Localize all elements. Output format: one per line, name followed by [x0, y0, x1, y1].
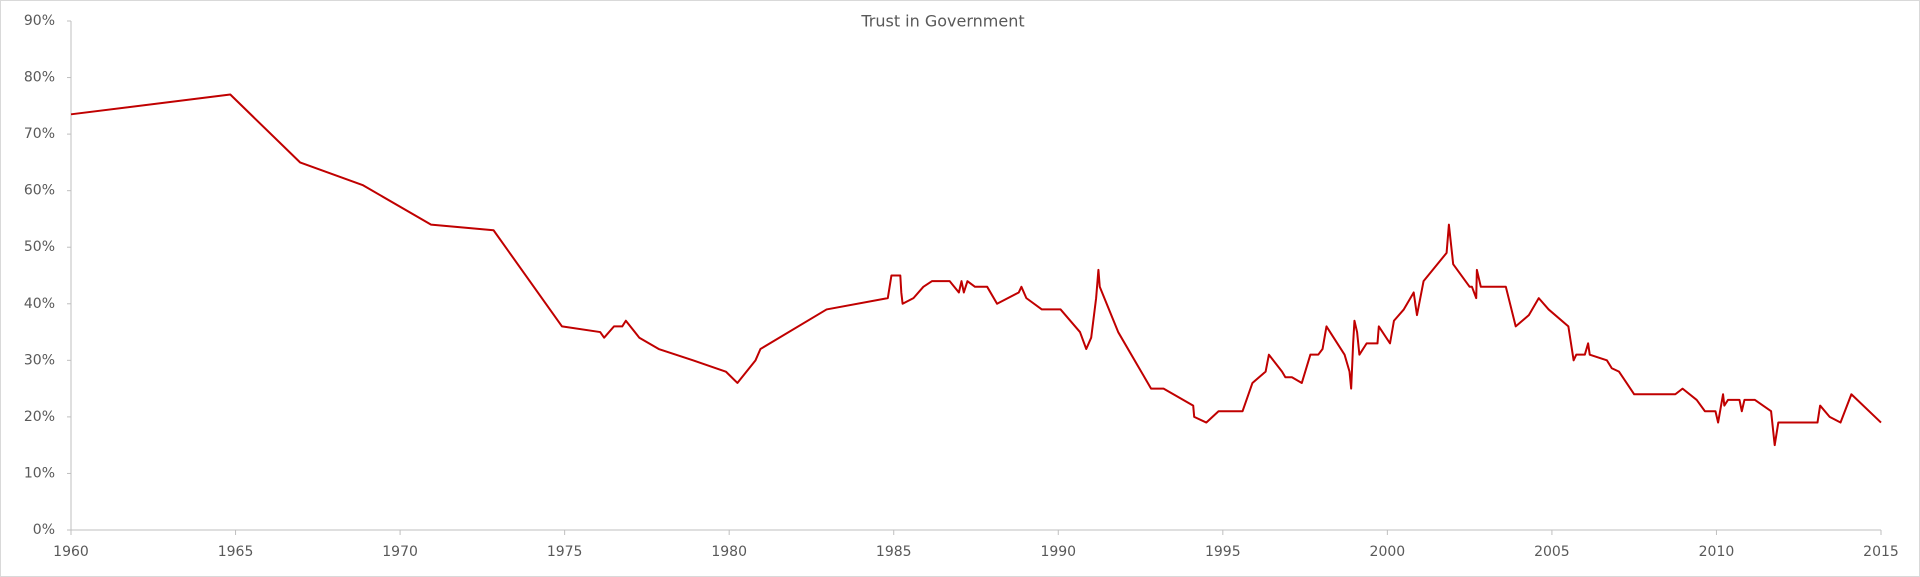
y-tick-label: 30%: [24, 352, 55, 368]
y-tick-label: 50%: [24, 239, 55, 255]
y-tick-label: 90%: [24, 13, 55, 29]
x-tick-label: 2000: [1370, 544, 1406, 560]
x-tick-label: 1995: [1205, 544, 1241, 560]
x-tick-label: 1965: [218, 544, 254, 560]
data-line: [70, 93, 1882, 447]
y-tick-label: 40%: [24, 296, 55, 312]
x-tick-label: 1970: [382, 544, 418, 560]
x-tick-label: 1985: [876, 544, 912, 560]
x-tick-label: 1960: [53, 544, 89, 560]
y-tick-label: 60%: [24, 183, 55, 199]
x-tick-label: 1990: [1040, 544, 1076, 560]
x-tick-label: 1980: [711, 544, 747, 560]
chart-title: Trust in Government: [860, 12, 1024, 31]
y-tick-label: 10%: [24, 465, 55, 481]
y-tick-label: 0%: [33, 522, 55, 538]
y-tick-label: 20%: [24, 409, 55, 425]
x-tick-label: 2005: [1534, 544, 1570, 560]
y-tick-label: 70%: [24, 126, 55, 142]
y-tick-label: 80%: [24, 70, 55, 86]
x-tick-label: 1975: [547, 544, 583, 560]
x-tick-label: 2010: [1699, 544, 1735, 560]
x-tick-label: 2015: [1863, 544, 1899, 560]
